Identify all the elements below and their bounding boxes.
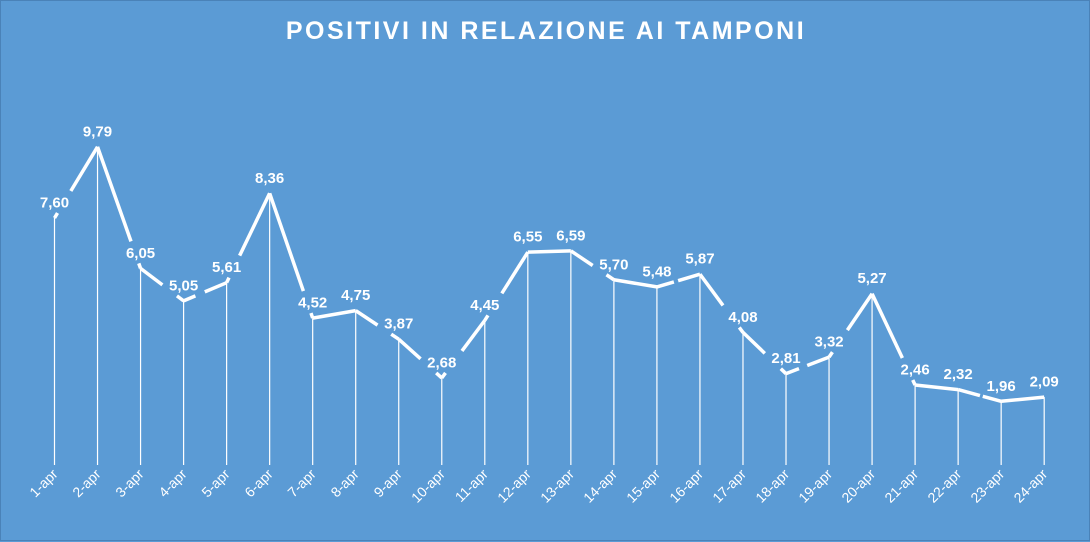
- series-line-segment: [205, 283, 227, 292]
- series-line-segment: [743, 332, 765, 353]
- series-line-segment: [356, 311, 378, 326]
- series-line-segment: [184, 296, 196, 301]
- series-line-segment: [700, 274, 723, 305]
- x-tick-label: 10-apr: [408, 466, 448, 506]
- x-tick-label: 4-apr: [155, 466, 190, 501]
- series-line-segment: [571, 251, 593, 266]
- data-label: 4,08: [728, 309, 757, 326]
- series-line-segment: [502, 252, 528, 293]
- data-label: 6,59: [556, 227, 585, 244]
- series-line-segment: [739, 327, 743, 332]
- series-line-segment: [227, 278, 229, 283]
- series-line-segment: [311, 313, 313, 318]
- data-label: 1,96: [987, 378, 1016, 395]
- x-tick-label: 17-apr: [709, 466, 749, 506]
- data-label: 7,60: [40, 195, 69, 212]
- series-line-segment: [177, 296, 184, 301]
- series-line-segment: [678, 274, 700, 280]
- x-axis-tick-labels: 1-apr2-apr3-apr4-apr5-apr6-apr7-apr8-apr…: [26, 466, 1050, 506]
- data-label: 2,81: [771, 350, 800, 367]
- x-tick-label: 14-apr: [580, 466, 620, 506]
- data-labels: 7,60 9,79 6,05 5,05 5,61 8,36 4,52 4,75 3,87 2,68…: [40, 123, 1059, 394]
- series-line-segment: [657, 282, 674, 287]
- series-line-segment: [462, 320, 485, 351]
- data-label: 2,46: [900, 362, 929, 379]
- series-line-segment: [141, 268, 163, 284]
- x-tick-label: 3-apr: [112, 466, 147, 501]
- x-tick-label: 9-apr: [370, 466, 405, 501]
- data-label: 4,45: [470, 297, 499, 314]
- data-label: 5,87: [685, 251, 714, 268]
- data-label: 3,87: [384, 316, 413, 333]
- x-tick-label: 15-apr: [623, 466, 663, 506]
- data-label: 5,27: [857, 270, 886, 287]
- x-tick-label: 13-apr: [537, 466, 577, 506]
- series-line-segment: [829, 352, 832, 357]
- data-label: 6,55: [513, 229, 542, 246]
- x-tick-label: 20-apr: [838, 466, 878, 506]
- data-label: 5,48: [642, 263, 671, 280]
- series-line-segment: [391, 334, 399, 339]
- x-tick-label: 24-apr: [1010, 466, 1050, 506]
- series-line-segment: [139, 263, 141, 268]
- data-label: 4,52: [298, 295, 327, 312]
- series-line-segment: [807, 357, 829, 365]
- x-tick-label: 11-apr: [452, 466, 491, 505]
- chart-title: POSITIVI IN RELAZIONE AI TAMPONI: [1, 17, 1090, 46]
- series-line-segment: [270, 193, 304, 291]
- data-label: 2,09: [1030, 374, 1059, 391]
- series-line-segment: [781, 369, 786, 374]
- series-line-segment: [872, 294, 902, 358]
- series-line-segment: [786, 369, 799, 374]
- series-line-segment: [442, 373, 446, 378]
- x-tick-label: 19-apr: [795, 466, 835, 506]
- data-label: 5,05: [169, 277, 198, 294]
- x-tick-label: 23-apr: [967, 466, 1007, 506]
- series-line-segment: [485, 315, 488, 320]
- series-line-segment: [913, 380, 915, 385]
- series-line-segment: [399, 339, 421, 359]
- data-label: 8,36: [255, 170, 284, 187]
- x-tick-label: 5-apr: [198, 466, 233, 501]
- x-tick-label: 8-apr: [327, 466, 362, 501]
- series-line-segment: [528, 251, 571, 252]
- drop-lines: [55, 147, 1045, 465]
- series-line-segment: [606, 275, 613, 280]
- series-line-segment: [915, 385, 958, 390]
- series-line-segment: [313, 311, 356, 318]
- series-line-segment: [1001, 397, 1044, 401]
- x-tick-label: 7-apr: [284, 466, 319, 501]
- series-line-segment: [958, 390, 980, 396]
- x-tick-label: 22-apr: [924, 466, 964, 506]
- x-tick-label: 6-apr: [241, 466, 276, 501]
- series-line-segment: [71, 147, 98, 191]
- data-label: 3,32: [814, 334, 843, 351]
- x-tick-label: 21-apr: [881, 466, 921, 506]
- x-tick-label: 1-apr: [26, 466, 61, 501]
- data-label: 5,61: [212, 259, 241, 276]
- series-line: [55, 147, 1045, 401]
- series-line-segment: [240, 193, 270, 255]
- data-label: 2,32: [944, 366, 973, 383]
- data-label: 2,68: [427, 354, 456, 371]
- data-label: 5,70: [599, 256, 628, 273]
- series-line-segment: [98, 147, 131, 242]
- data-label: 4,75: [341, 287, 370, 304]
- series-line-segment: [55, 213, 58, 218]
- series-line-segment: [983, 396, 1001, 401]
- x-tick-label: 12-apr: [494, 466, 534, 506]
- x-tick-label: 16-apr: [666, 466, 706, 506]
- data-label: 9,79: [83, 123, 112, 140]
- data-label: 6,05: [126, 245, 155, 262]
- x-tick-label: 18-apr: [752, 466, 792, 506]
- x-tick-label: 2-apr: [69, 466, 104, 501]
- series-line-segment: [847, 294, 872, 330]
- series-line-segment: [614, 280, 657, 287]
